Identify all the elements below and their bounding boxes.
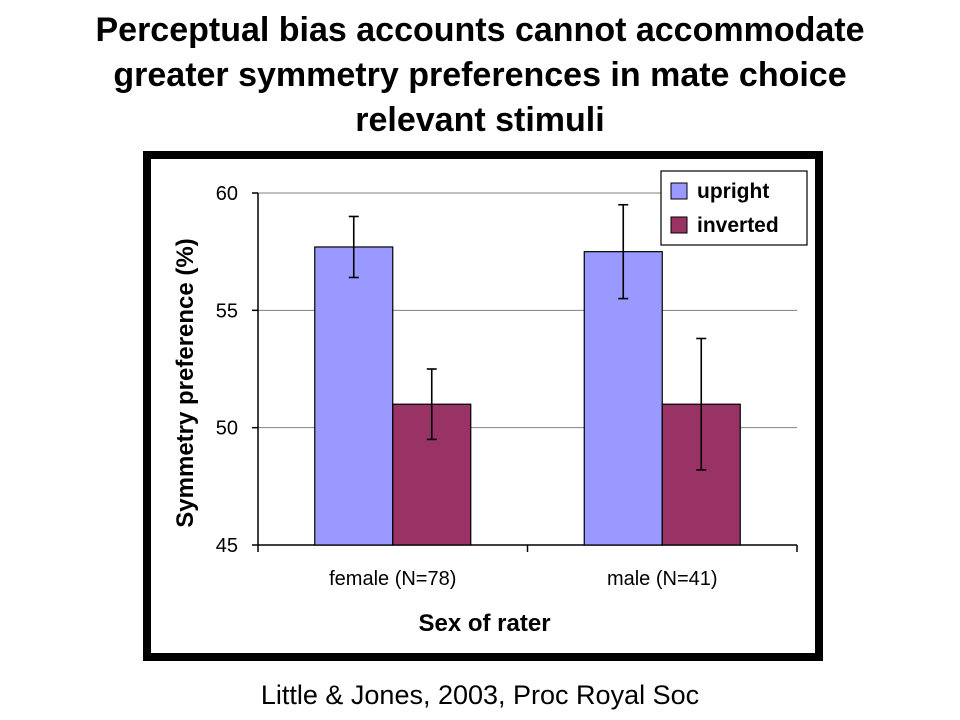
slide-title: Perceptual bias accounts cannot accommod… <box>0 8 960 143</box>
legend-label-upright: upright <box>697 180 769 203</box>
x-tick-label: female (N=78) <box>329 568 456 590</box>
y-axis-title: Symmetry preference (%) <box>172 238 199 527</box>
x-tick-label: male (N=41) <box>607 568 718 590</box>
y-tick-label: 60 <box>216 183 238 205</box>
y-tick-label: 50 <box>216 418 238 440</box>
legend-swatch-inverted <box>670 216 688 234</box>
legend-swatch-upright <box>670 182 688 200</box>
y-tick-label: 45 <box>216 535 238 557</box>
bar-upright <box>314 246 394 546</box>
x-axis-title: Sex of rater <box>418 610 550 637</box>
title-line-3: relevant stimuli <box>355 101 605 139</box>
legend-label-inverted: inverted <box>697 214 779 237</box>
chart-frame: 45 50 55 60 female (N=78) male (N=41) Sex of r… <box>143 151 823 661</box>
title-line-2: greater symmetry preferences in mate cho… <box>113 56 847 94</box>
citation: Little & Jones, 2003, Proc Royal Soc <box>260 680 700 710</box>
title-line-1: Perceptual bias accounts cannot accommod… <box>95 11 865 49</box>
y-tick-label: 55 <box>216 300 238 322</box>
bar-chart: 45 50 55 60 female (N=78) male (N=41) Sex of r… <box>172 170 808 637</box>
chart-panel: 45 50 55 60 female (N=78) male (N=41) Sex of r… <box>151 159 815 653</box>
